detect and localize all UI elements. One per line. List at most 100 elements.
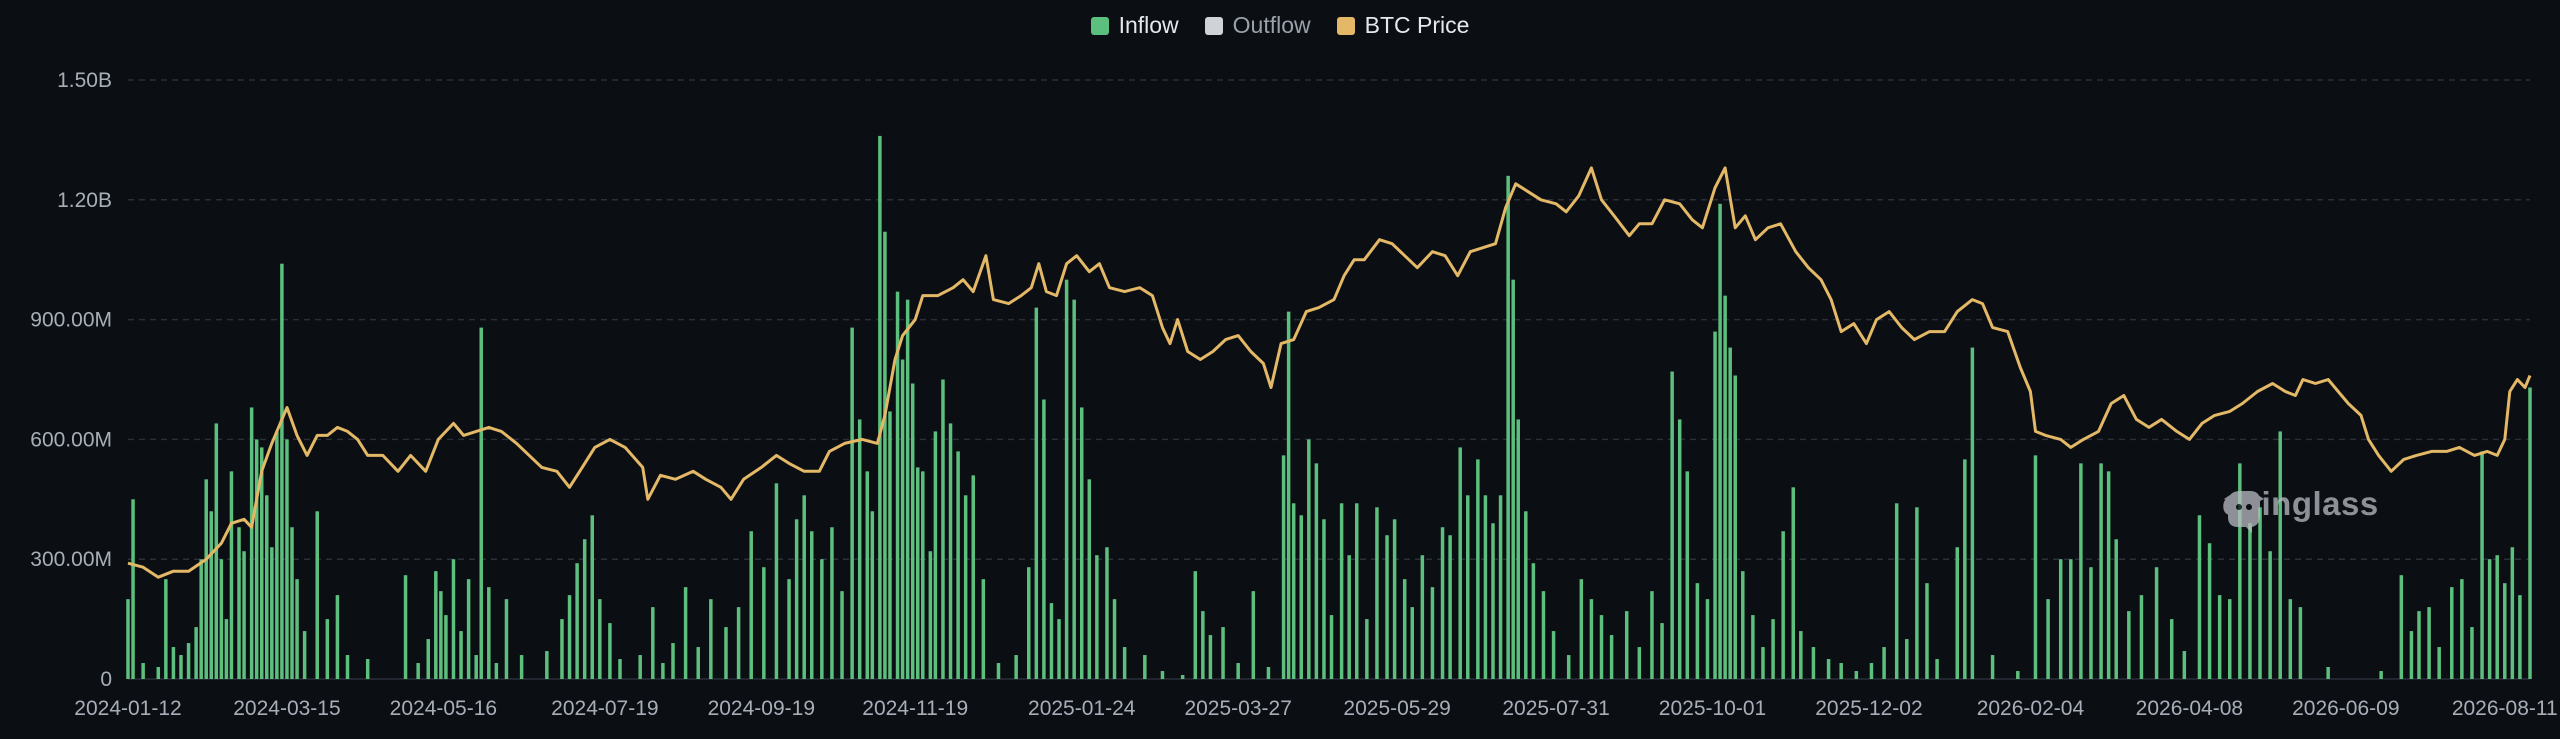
- inflow-bar: [2409, 631, 2414, 679]
- inflow-bar: [910, 383, 915, 679]
- inflow-bar: [802, 495, 806, 679]
- inflow-bar: [1385, 535, 1389, 679]
- inflow-bar: [194, 627, 198, 679]
- inflow-bar: [590, 515, 595, 679]
- legend-item-outflow[interactable]: Outflow: [1204, 12, 1311, 39]
- inflow-bar: [671, 643, 675, 679]
- inflow-bar: [1854, 671, 1859, 679]
- inflow-bar: [2099, 463, 2103, 679]
- inflow-bar: [1201, 611, 1205, 679]
- x-tick-label: 2025-05-29: [1343, 697, 1450, 720]
- inflow-bar: [416, 663, 420, 679]
- inflow-bar: [1347, 555, 1351, 679]
- inflow-bar: [2217, 595, 2222, 679]
- inflow-bar: [1491, 523, 1495, 679]
- inflow-bar: [403, 575, 408, 679]
- legend-item-inflow[interactable]: Inflow: [1090, 12, 1179, 39]
- inflow-bar: [1685, 471, 1690, 679]
- inflow-bar: [1723, 295, 1727, 679]
- y-tick-label: 900.00M: [30, 309, 112, 332]
- inflow-bar: [2470, 627, 2474, 679]
- inflow-bar: [1728, 347, 1732, 679]
- inflow-bar: [1650, 591, 1654, 679]
- inflow-bar: [905, 299, 910, 679]
- inflow-bar: [1826, 659, 1831, 679]
- inflow-bar: [265, 495, 269, 679]
- inflow-bar: [1516, 419, 1520, 679]
- inflow-bar: [2127, 611, 2131, 679]
- inflow-bar: [2288, 599, 2293, 679]
- x-axis-ticks: 2024-01-12 2024-03-15 2024-05-16 2024-07-19…: [74, 697, 2557, 720]
- inflow-bar: [2079, 463, 2083, 679]
- inflow-bar: [249, 407, 254, 679]
- inflow-bar: [956, 451, 960, 679]
- inflow-bar: [315, 511, 319, 679]
- inflow-bar: [1440, 527, 1445, 679]
- inflow-bar: [1057, 619, 1061, 679]
- y-tick-label: 300.00M: [30, 548, 112, 571]
- inflow-bar: [921, 471, 925, 679]
- inflow-bar: [1064, 279, 1069, 679]
- inflow-bar: [1761, 647, 1765, 679]
- x-tick-label: 2026-02-04: [1977, 697, 2085, 720]
- inflow-bar: [335, 595, 340, 679]
- inflow-bar: [2528, 387, 2532, 679]
- inflow-bar: [1299, 515, 1303, 679]
- inflow-bar: [2069, 559, 2073, 679]
- inflow-bar: [1042, 399, 1046, 679]
- inflow-bar: [638, 655, 642, 679]
- inflow-bar: [219, 559, 224, 679]
- inflow-bar: [2399, 575, 2404, 679]
- legend-swatch-inflow: [1090, 16, 1109, 35]
- inflow-bar: [504, 599, 509, 679]
- inflow-bar: [1143, 655, 1147, 679]
- inflow-bar: [224, 619, 229, 679]
- inflow-bar: [1970, 347, 1975, 679]
- inflow-bar: [724, 627, 728, 679]
- inflow-bar: [131, 499, 135, 679]
- inflow-bar: [948, 423, 953, 679]
- inflow-bar: [1771, 619, 1775, 679]
- inflow-bar: [275, 431, 279, 679]
- inflow-bar: [651, 607, 655, 679]
- inflow-bar: [2268, 551, 2272, 679]
- inflow-bar: [1677, 419, 1682, 679]
- y-tick-label: 600.00M: [30, 428, 112, 451]
- inflow-bar: [1660, 623, 1664, 679]
- inflow-bar: [1160, 671, 1165, 679]
- inflow-bar: [2197, 515, 2202, 679]
- inflow-bar: [1551, 631, 1556, 679]
- inflow-bar: [126, 599, 130, 679]
- inflow-bar: [285, 439, 289, 679]
- btc-price-line: [127, 166, 2532, 579]
- legend-item-btc-price[interactable]: BTC Price: [1336, 12, 1469, 39]
- inflow-bar: [1430, 587, 1435, 679]
- inflow-bar: [164, 579, 168, 679]
- x-tick-label: 2024-05-16: [390, 697, 497, 720]
- inflow-bar: [1329, 615, 1334, 679]
- inflow-bar: [1049, 603, 1054, 679]
- inflow-bar: [295, 579, 299, 679]
- inflow-bar: [1322, 519, 1326, 679]
- inflow-bar: [900, 359, 905, 679]
- x-tick-label: 2024-11-19: [862, 697, 968, 720]
- inflow-bar: [1718, 203, 1722, 679]
- inflow-bar: [242, 551, 246, 679]
- inflow-bar: [1193, 571, 1198, 679]
- inflow-bar: [2298, 607, 2303, 679]
- inflow-bar: [1087, 479, 1092, 679]
- inflow-bar: [2495, 555, 2499, 679]
- inflow-bar: [1609, 635, 1614, 679]
- inflow-bar: [762, 567, 766, 679]
- inflow-bar: [1579, 579, 1584, 679]
- inflow-bar: [857, 419, 862, 679]
- inflow-bar: [1741, 571, 1745, 679]
- inflow-bar: [1695, 583, 1700, 679]
- inflow-bar: [1599, 615, 1604, 679]
- inflow-bar: [479, 327, 483, 679]
- inflow-bar: [302, 631, 307, 679]
- inflow-bar: [2169, 619, 2174, 679]
- inflow-bar: [2033, 455, 2038, 679]
- inflow-bar: [1733, 375, 1737, 679]
